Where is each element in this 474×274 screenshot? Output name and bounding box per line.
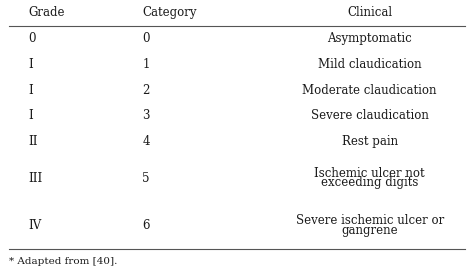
Text: II: II <box>28 135 38 148</box>
Text: 2: 2 <box>142 84 150 96</box>
Text: * Adapted from [40].: * Adapted from [40]. <box>9 257 118 266</box>
Text: Ischemic ulcer not: Ischemic ulcer not <box>314 167 425 180</box>
Text: gangrene: gangrene <box>341 224 398 237</box>
Text: exceeding digits: exceeding digits <box>321 176 419 189</box>
Text: IV: IV <box>28 219 42 232</box>
Text: 5: 5 <box>142 172 150 185</box>
Text: Mild claudication: Mild claudication <box>318 58 421 71</box>
Text: I: I <box>28 84 33 96</box>
Text: Moderate claudication: Moderate claudication <box>302 84 437 96</box>
Text: I: I <box>28 109 33 122</box>
Text: 6: 6 <box>142 219 150 232</box>
Text: Clinical: Clinical <box>347 6 392 19</box>
Text: 0: 0 <box>28 32 36 45</box>
Text: Category: Category <box>142 6 197 19</box>
Text: III: III <box>28 172 43 185</box>
Text: Asymptomatic: Asymptomatic <box>328 32 412 45</box>
Text: Severe ischemic ulcer or: Severe ischemic ulcer or <box>296 215 444 227</box>
Text: 3: 3 <box>142 109 150 122</box>
Text: I: I <box>28 58 33 71</box>
Text: 4: 4 <box>142 135 150 148</box>
Text: Grade: Grade <box>28 6 65 19</box>
Text: 1: 1 <box>142 58 150 71</box>
Text: Rest pain: Rest pain <box>342 135 398 148</box>
Text: 0: 0 <box>142 32 150 45</box>
Text: Severe claudication: Severe claudication <box>311 109 428 122</box>
